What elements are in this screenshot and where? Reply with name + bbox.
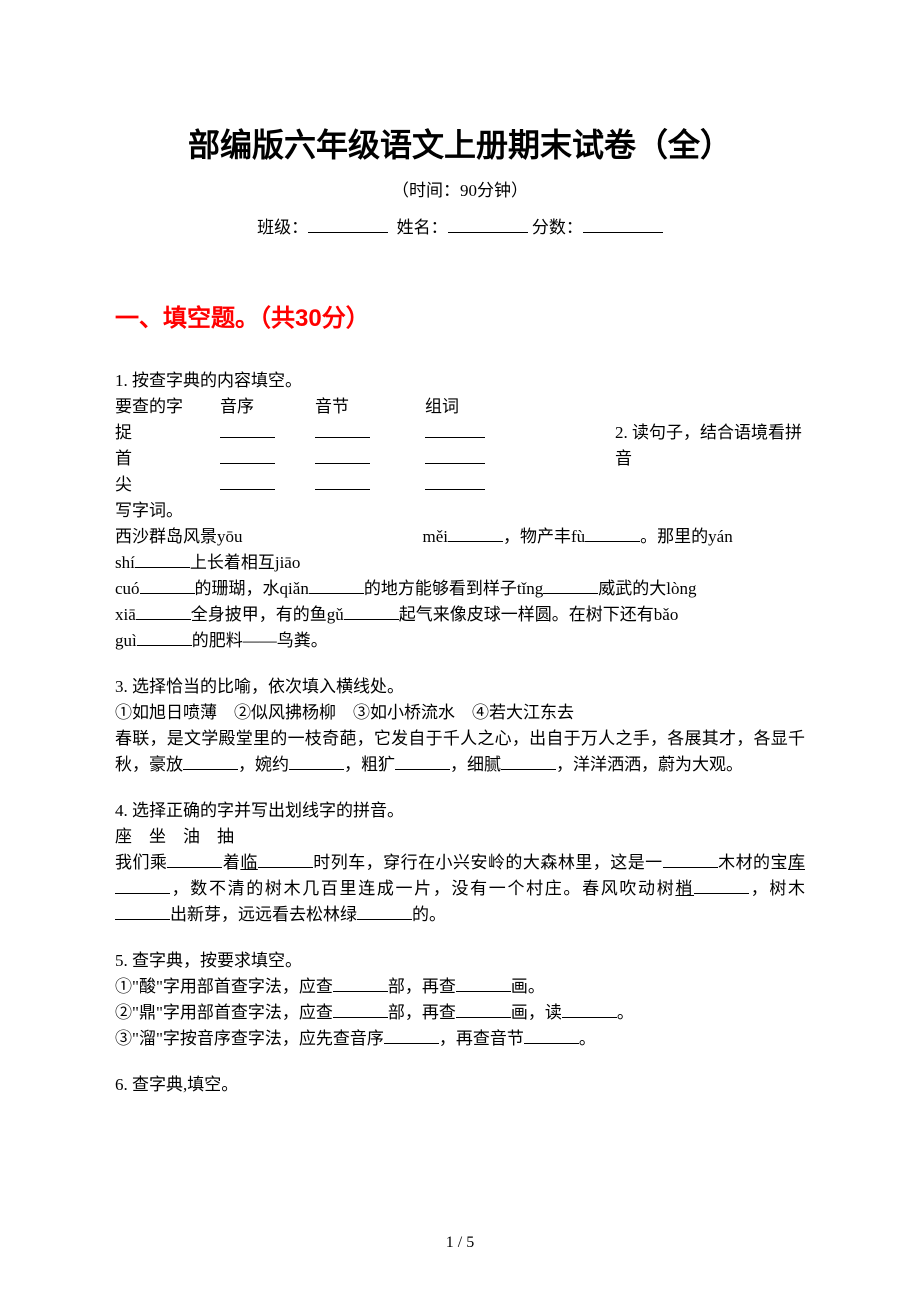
question-3: 3. 选择恰当的比喻，依次填入横线处。 ①如旭日喷薄 ②似风拂杨柳 ③如小桥流水…: [115, 674, 805, 778]
q5-line3: ③"溜"字按音序查字法，应先查音序，再查音节。: [115, 1026, 805, 1052]
score-label: 分数：: [532, 218, 583, 237]
row1-yinjie-blank: [315, 420, 370, 438]
q6-prompt: 6. 查字典,填空。: [115, 1072, 805, 1098]
question-6: 6. 查字典,填空。: [115, 1072, 805, 1098]
q4-body: 我们乘着临时列车，穿行在小兴安岭的大森林里，这是一木材的宝库，数不清的树木几百里…: [115, 850, 805, 928]
q2-body: 写字词。 西沙群岛风景yōuměi，物产丰fù。那里的yán shí上长着相互j…: [115, 498, 805, 654]
score-blank: [583, 215, 663, 233]
th-yinjie: 音节: [315, 394, 425, 420]
name-blank: [448, 215, 528, 233]
row2-char: 首: [115, 446, 220, 472]
q1-prompt: 1. 按查字典的内容填空。: [115, 368, 805, 394]
row2-zuci-blank: [425, 446, 485, 464]
q5-line1: ①"酸"字用部首查字法，应查部，再查画。: [115, 974, 805, 1000]
q4-prompt: 4. 选择正确的字并写出划线字的拼音。: [115, 798, 805, 824]
q3-options: ①如旭日喷薄 ②似风拂杨柳 ③如小桥流水 ④若大江东去: [115, 700, 805, 726]
th-yinxu: 音序: [220, 394, 315, 420]
row1-yinxu-blank: [220, 420, 275, 438]
page-number: 1 / 5: [0, 1234, 920, 1252]
exam-title: 部编版六年级语文上册期末试卷（全）: [115, 120, 805, 166]
row3-yinxu-blank: [220, 472, 275, 490]
question-4: 4. 选择正确的字并写出划线字的拼音。 座 坐 油 抽 我们乘着临时列车，穿行在…: [115, 798, 805, 928]
row3-char: 尖: [115, 472, 220, 498]
class-label: 班级：: [257, 218, 308, 237]
question-1: 1. 按查字典的内容填空。 2. 读句子，结合语境看拼音 要查的字 音序 音节 …: [115, 368, 805, 654]
class-blank: [308, 215, 388, 233]
th-char: 要查的字: [115, 394, 220, 420]
row2-yinxu-blank: [220, 446, 275, 464]
question-5: 5. 查字典，按要求填空。 ①"酸"字用部首查字法，应查部，再查画。 ②"鼎"字…: [115, 948, 805, 1052]
q2-side-prompt: 2. 读句子，结合语境看拼音: [615, 394, 805, 472]
row2-yinjie-blank: [315, 446, 370, 464]
name-label: 姓名：: [397, 218, 448, 237]
q3-prompt: 3. 选择恰当的比喻，依次填入横线处。: [115, 674, 805, 700]
student-info-row: 班级： 姓名： 分数：: [115, 213, 805, 238]
q3-body: 春联，是文学殿堂里的一枝奇葩，它发自于千人之心，出自于万人之手，各展其才，各显千…: [115, 726, 805, 778]
row1-char: 捉: [115, 420, 220, 446]
row1-zuci-blank: [425, 420, 485, 438]
q5-line2: ②"鼎"字用部首查字法，应查部，再查画，读。: [115, 1000, 805, 1026]
row3-zuci-blank: [425, 472, 485, 490]
section-1-header: 一、填空题。（共30分）: [115, 298, 805, 333]
exam-subtitle: （时间：90分钟）: [115, 176, 805, 201]
row3-yinjie-blank: [315, 472, 370, 490]
q4-chars: 座 坐 油 抽: [115, 824, 805, 850]
th-zuci: 组词: [425, 394, 515, 420]
q5-prompt: 5. 查字典，按要求填空。: [115, 948, 805, 974]
